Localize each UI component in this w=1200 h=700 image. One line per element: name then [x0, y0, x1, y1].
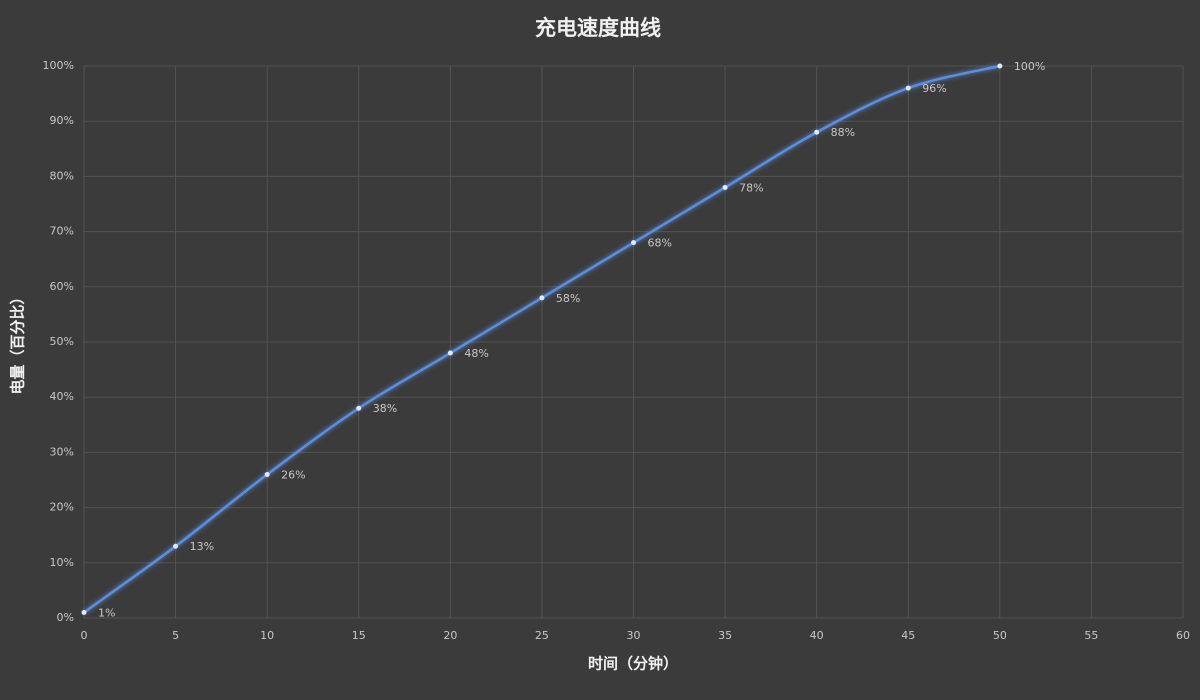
x-tick-label: 60: [1176, 629, 1190, 642]
point: [631, 240, 636, 246]
x-tick-label: 50: [993, 629, 1007, 642]
x-tick-label: 55: [1084, 629, 1098, 642]
y-tick-label: 30%: [50, 445, 74, 458]
x-tick-label: 5: [172, 629, 179, 642]
y-tick-label: 50%: [50, 335, 74, 348]
y-axis-title: 电量（百分比）: [9, 289, 27, 394]
x-tick-label: 25: [535, 629, 549, 642]
y-tick-label: 10%: [50, 556, 74, 569]
data-label: 88%: [831, 126, 855, 139]
data-label: 48%: [464, 347, 488, 360]
point: [814, 129, 820, 135]
data-label: 78%: [739, 181, 763, 194]
y-tick-label: 60%: [50, 280, 74, 293]
data-label: 68%: [648, 237, 672, 250]
y-tick-label: 90%: [50, 114, 74, 127]
data-label: 13%: [190, 540, 214, 553]
data-label: 58%: [556, 292, 580, 305]
point: [264, 471, 270, 477]
point: [539, 295, 545, 301]
y-tick-label: 70%: [50, 225, 74, 238]
y-tick-label: 40%: [50, 390, 74, 403]
x-tick-label: 45: [901, 629, 915, 642]
x-axis-title: 时间（分钟）: [588, 655, 678, 673]
x-tick-label: 15: [352, 629, 366, 642]
x-tick-label: 35: [718, 629, 732, 642]
x-tick-label: 30: [627, 629, 641, 642]
data-label: 100%: [1014, 60, 1045, 73]
chart-title: 充电速度曲线: [535, 16, 661, 40]
point: [722, 184, 728, 190]
y-tick-label: 100%: [43, 59, 74, 72]
point: [173, 543, 179, 549]
y-tick-label: 0%: [57, 611, 74, 624]
x-tick-label: 20: [443, 629, 457, 642]
x-tick-label: 10: [260, 629, 274, 642]
x-tick-label: 40: [810, 629, 824, 642]
point: [81, 609, 87, 615]
point: [356, 405, 362, 411]
point: [997, 63, 1003, 69]
y-tick-label: 20%: [50, 501, 74, 514]
point: [447, 350, 453, 356]
data-label: 38%: [373, 402, 397, 415]
data-label: 96%: [922, 82, 946, 95]
data-label: 1%: [98, 606, 115, 619]
x-tick-label: 0: [81, 629, 88, 642]
point: [905, 85, 911, 91]
data-label: 26%: [281, 468, 305, 481]
y-tick-label: 80%: [50, 169, 74, 182]
